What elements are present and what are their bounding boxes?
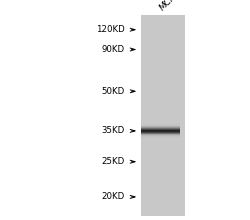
Bar (141, 124, 180, 125)
Bar (141, 122, 180, 123)
Bar (141, 125, 180, 126)
Text: 25KD: 25KD (102, 157, 125, 166)
Bar (141, 127, 180, 128)
Bar (141, 15, 185, 216)
Text: 120KD: 120KD (96, 25, 125, 34)
Bar (141, 137, 180, 138)
Bar (141, 126, 180, 127)
Bar (141, 130, 180, 131)
Bar (141, 138, 180, 139)
Bar (141, 131, 180, 132)
Bar (141, 133, 180, 134)
Bar (141, 136, 180, 137)
Text: 90KD: 90KD (102, 45, 125, 54)
Bar (141, 123, 180, 124)
Bar (141, 128, 180, 129)
Text: 20KD: 20KD (102, 192, 125, 201)
Bar (141, 134, 180, 135)
Bar (141, 132, 180, 133)
Text: MCF-7: MCF-7 (158, 0, 183, 12)
Text: 50KD: 50KD (102, 87, 125, 96)
Bar (141, 139, 180, 140)
Bar (141, 135, 180, 136)
Bar (141, 129, 180, 130)
Text: 35KD: 35KD (102, 126, 125, 135)
